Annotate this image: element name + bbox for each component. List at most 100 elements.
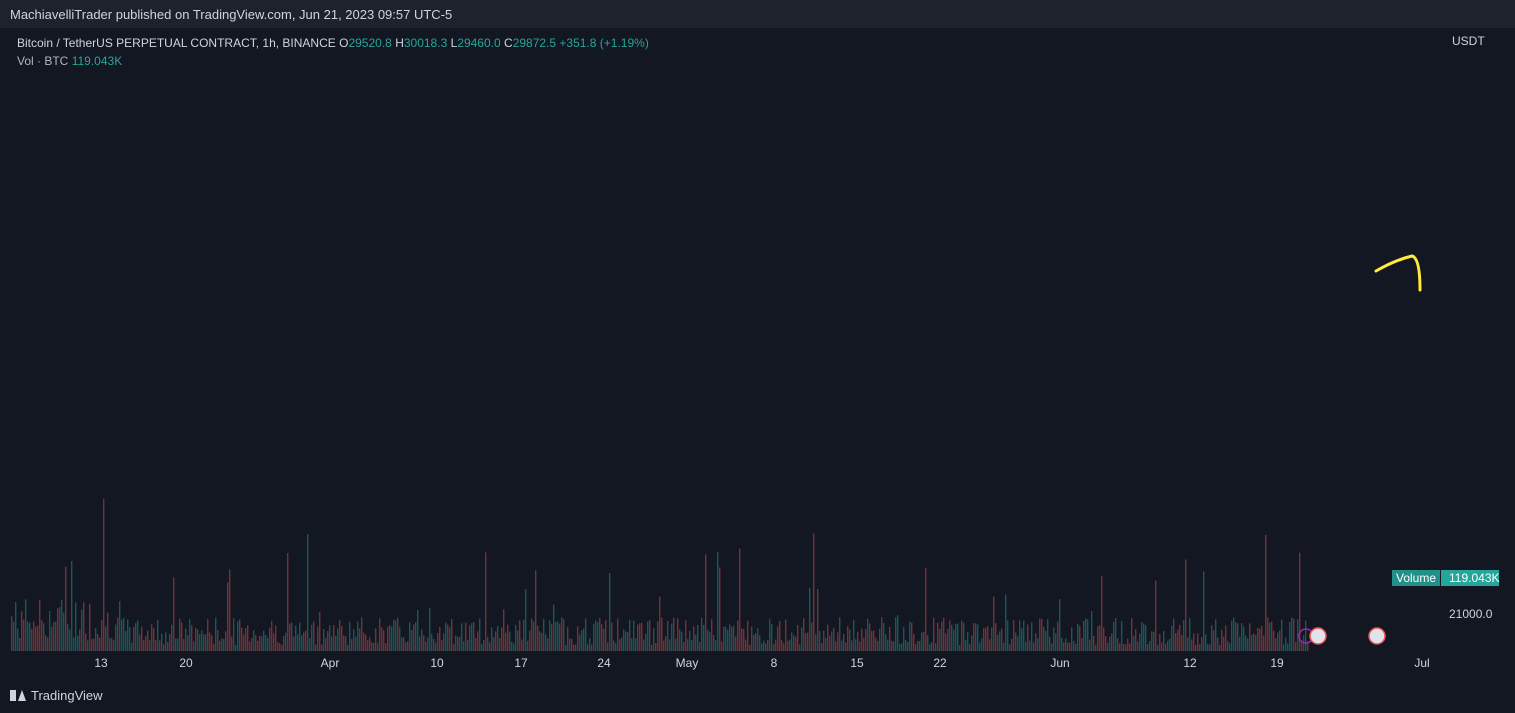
- volume-bar: [121, 619, 123, 651]
- volume-bar: [985, 627, 987, 651]
- volume-bar: [1205, 634, 1207, 651]
- legend-symbol-row: Bitcoin / TetherUS PERPETUAL CONTRACT, 1…: [17, 34, 649, 52]
- volume-bar: [1011, 638, 1013, 651]
- price-chart[interactable]: 11320Apr101724May81522Jun1219JulUSDT2100…: [0, 28, 1515, 684]
- volume-bar: [295, 625, 297, 651]
- volume-bar: [1095, 644, 1097, 651]
- volume-bar: [85, 633, 87, 651]
- volume-bar: [269, 627, 271, 651]
- volume-bar: [1043, 626, 1045, 651]
- volume-bar: [615, 643, 617, 651]
- volume-bar: [883, 623, 885, 651]
- volume-bar: [709, 632, 711, 651]
- volume-bar: [647, 621, 649, 651]
- volume-bar: [47, 637, 49, 651]
- volume-bar: [141, 626, 143, 651]
- symbol-name[interactable]: Bitcoin / TetherUS PERPETUAL CONTRACT, 1…: [17, 36, 336, 50]
- volume-bar: [17, 628, 19, 651]
- volume-bar: [39, 599, 41, 651]
- volume-bar: [305, 630, 307, 651]
- volume-bar: [993, 596, 995, 651]
- volume-bar: [1105, 636, 1107, 651]
- volume-bar: [311, 624, 313, 651]
- volume-bar: [227, 582, 229, 651]
- volume-bar: [769, 618, 771, 651]
- volume-bar: [235, 644, 237, 651]
- volume-bar: [523, 619, 525, 651]
- volume-bar: [809, 587, 811, 651]
- volume-bar: [329, 625, 331, 651]
- volume-bar: [1135, 629, 1137, 651]
- x-tick-label: 19: [1270, 656, 1284, 670]
- volume-bar: [217, 629, 219, 651]
- volume-bar: [23, 619, 25, 651]
- volume-bar: [503, 609, 505, 651]
- volume-bar: [819, 630, 821, 651]
- volume-bar: [131, 642, 133, 651]
- volume-bar: [381, 627, 383, 651]
- volume-bar: [817, 588, 819, 651]
- volume-label[interactable]: Vol · BTC: [17, 54, 69, 68]
- volume-bar: [431, 633, 433, 651]
- volume-bar: [417, 610, 419, 651]
- volume-bar: [1121, 621, 1123, 651]
- chart-area[interactable]: 11320Apr101724May81522Jun1219JulUSDT2100…: [0, 28, 1500, 670]
- volume-bar: [339, 619, 341, 651]
- volume-bar: [569, 638, 571, 651]
- volume-bar: [1021, 628, 1023, 651]
- volume-bar: [277, 642, 279, 651]
- volume-bar: [185, 628, 187, 651]
- volume-bar: [1283, 644, 1285, 651]
- volume-bar: [933, 617, 935, 651]
- volume-bar: [885, 634, 887, 651]
- volume-bar: [1257, 627, 1259, 651]
- volume-bar: [789, 639, 791, 651]
- volume-bar: [29, 622, 31, 651]
- volume-bar: [1057, 621, 1059, 651]
- volume-bar: [521, 639, 523, 651]
- volume-bar: [811, 622, 813, 651]
- volume-bar: [877, 640, 879, 651]
- volume-bar: [1035, 632, 1037, 651]
- volume-bar: [597, 622, 599, 651]
- volume-bar: [607, 642, 609, 651]
- volume-bar: [251, 637, 253, 651]
- volume-bar: [1203, 571, 1205, 651]
- volume-bar: [937, 622, 939, 651]
- volume-bar: [149, 639, 151, 651]
- volume-bar: [103, 498, 105, 651]
- x-tick-label: 8: [771, 656, 778, 670]
- volume-bar: [791, 632, 793, 651]
- volume-bar: [901, 643, 903, 651]
- volume-bar: [499, 638, 501, 651]
- volume-bar: [237, 621, 239, 651]
- volume-bar: [247, 625, 249, 651]
- volume-bar: [215, 617, 217, 651]
- x-tick-label: Jul: [1414, 656, 1429, 670]
- tradingview-logo[interactable]: TradingView: [10, 688, 103, 703]
- volume-bar: [1199, 644, 1201, 651]
- volume-bar: [951, 624, 953, 651]
- volume-bar: [389, 625, 391, 651]
- volume-bar: [895, 617, 897, 651]
- volume-bar: [555, 622, 557, 651]
- volume-bar: [1259, 628, 1261, 651]
- volume-bar: [537, 625, 539, 651]
- volume-bar: [629, 619, 631, 651]
- volume-bar: [999, 631, 1001, 651]
- volume-bar: [157, 619, 159, 651]
- volume-bar: [825, 637, 827, 651]
- volume-bar: [1145, 625, 1147, 651]
- hand-drawn-arc: [1374, 254, 1422, 292]
- volume-bar: [549, 620, 551, 651]
- volume-bar: [667, 621, 669, 651]
- volume-bar: [107, 612, 109, 651]
- volume-bar: [715, 640, 717, 651]
- volume-bar: [1055, 633, 1057, 651]
- volume-bar: [1219, 644, 1221, 651]
- volume-bar: [1301, 641, 1303, 651]
- volume-bar: [739, 548, 741, 651]
- volume-bar: [1101, 575, 1103, 651]
- volume-bar: [143, 640, 145, 651]
- volume-bar: [677, 618, 679, 651]
